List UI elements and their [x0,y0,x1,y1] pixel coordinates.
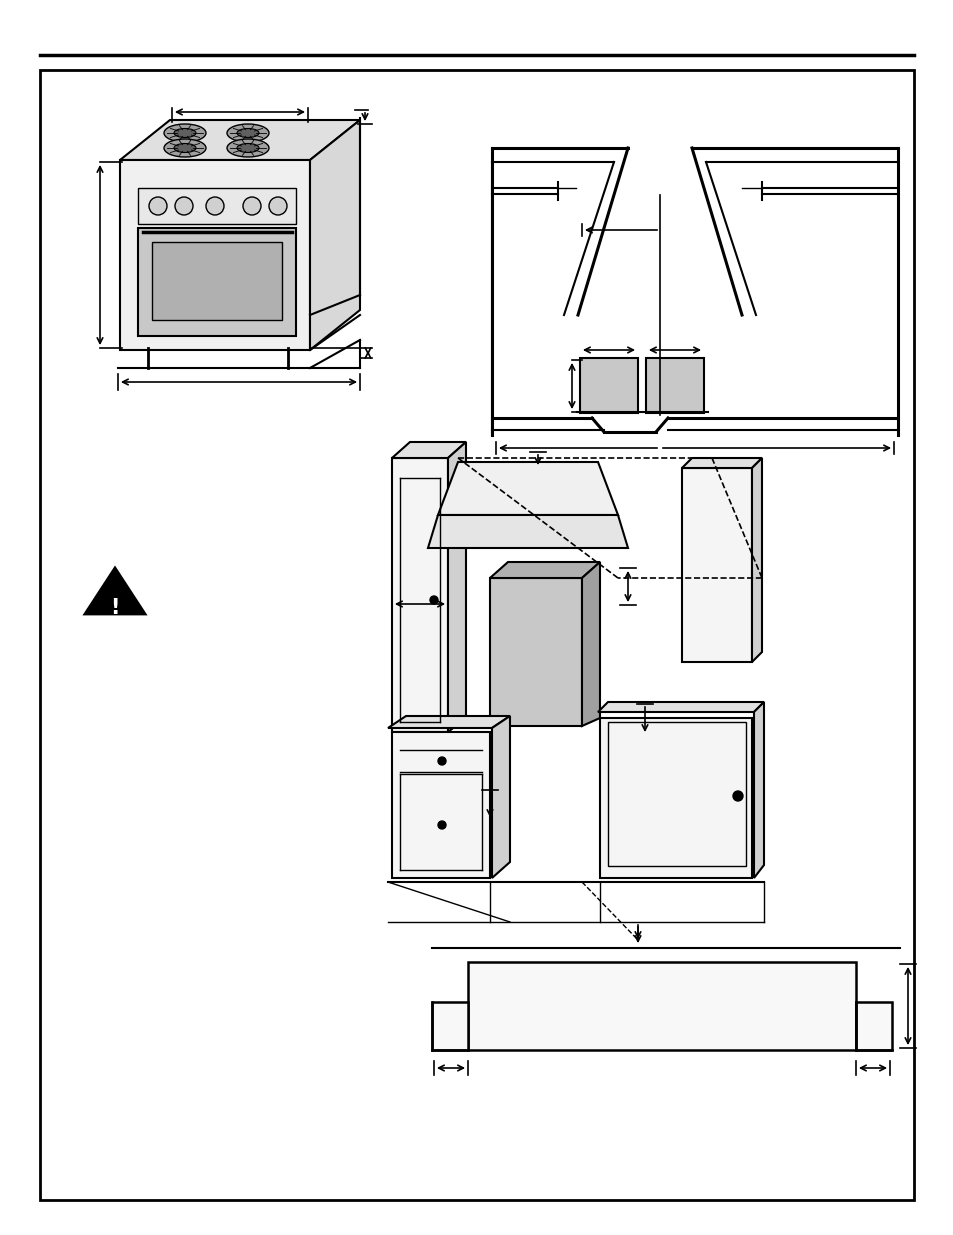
Text: !: ! [111,598,119,618]
Polygon shape [599,718,751,878]
Ellipse shape [173,128,195,137]
Bar [138,228,295,336]
Circle shape [243,198,261,215]
Polygon shape [392,732,490,878]
Ellipse shape [227,140,269,157]
Circle shape [206,198,224,215]
Bar [138,188,295,224]
Polygon shape [753,701,763,878]
Circle shape [732,790,742,802]
Polygon shape [751,458,761,662]
Polygon shape [448,442,465,732]
Polygon shape [598,701,763,713]
Ellipse shape [236,128,258,137]
Bar [579,358,638,412]
Ellipse shape [164,140,206,157]
Polygon shape [310,120,359,350]
Circle shape [269,198,287,215]
Bar [645,358,703,412]
Polygon shape [120,120,359,161]
Polygon shape [581,562,599,726]
Circle shape [430,597,437,604]
Polygon shape [437,462,618,515]
Polygon shape [85,568,145,614]
Ellipse shape [236,143,258,152]
Bar [490,578,581,726]
Polygon shape [428,515,627,548]
Polygon shape [492,716,510,878]
Ellipse shape [173,143,195,152]
Polygon shape [681,458,761,468]
Circle shape [437,821,446,829]
Bar [607,722,745,866]
Circle shape [437,757,446,764]
Polygon shape [392,458,448,732]
Polygon shape [120,161,310,350]
Bar [152,242,282,320]
Polygon shape [681,468,751,662]
Bar [432,1002,468,1050]
Circle shape [149,198,167,215]
Ellipse shape [164,124,206,142]
Polygon shape [490,562,599,578]
Circle shape [174,198,193,215]
Bar [855,1002,891,1050]
Polygon shape [392,442,465,458]
Polygon shape [388,716,510,727]
Bar [468,962,855,1050]
Ellipse shape [227,124,269,142]
